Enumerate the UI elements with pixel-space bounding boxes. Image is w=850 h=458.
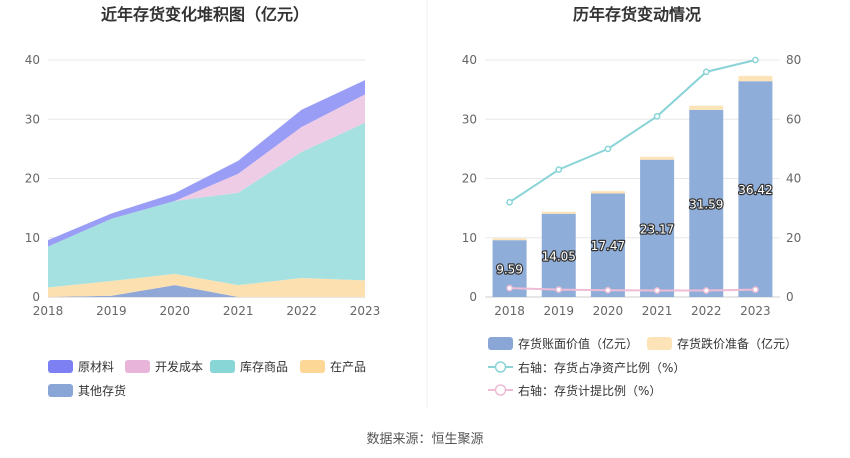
right-y-tick: 0: [469, 290, 477, 304]
left-x-tick: 2023: [350, 304, 381, 318]
right-y-tick-labels: 0 10 20 30 40: [462, 53, 477, 304]
legend-swatch-开发成本: [125, 360, 150, 373]
left-y-tick: 20: [25, 172, 40, 186]
right-y-tick: 10: [462, 231, 477, 245]
area-series-库存商品: [48, 122, 365, 288]
point-inventory-to-net-assets: [653, 112, 661, 120]
bar-book-value: [590, 193, 625, 297]
right-lines: [506, 56, 759, 294]
right-x-tick: 2020: [593, 304, 624, 318]
line-inventory-to-net-assets: [509, 59, 756, 204]
legend-label-provision: 存货跌价准备（亿元）: [677, 336, 797, 351]
legend-swatch-其他存货: [48, 384, 73, 397]
area-series-在产品: [48, 273, 365, 297]
area-series-其他存货: [48, 285, 365, 297]
point-inventory-to-net-assets: [752, 56, 759, 64]
right-y-tick: 40: [462, 53, 477, 67]
point-inventory-to-net-assets: [506, 198, 513, 206]
bar-value-label: 9.59: [496, 263, 523, 277]
point-inventory-to-net-assets: [702, 68, 710, 76]
right-grid: [485, 59, 780, 298]
left-x-tick: 2020: [160, 304, 191, 318]
right-x-tick: 2018: [494, 304, 525, 318]
left-y-tick: 10: [25, 231, 40, 245]
right-chart-title: 历年存货变动情况: [573, 5, 701, 24]
right-y-tick: 20: [462, 172, 477, 186]
legend-label-book-value: 存货账面价值（亿元）: [518, 336, 638, 351]
left-x-tick: 2022: [286, 304, 317, 318]
bar-book-value: [738, 81, 773, 297]
bar-book-value: [640, 159, 675, 297]
right-bar-labels: 9.59 14.05 17.47 23.17 31.59 36.42: [495, 182, 774, 278]
bar-line-chart: 历年存货变动情况 9.59 14.05 17.47 23.17 31.59 36.42 0…: [462, 5, 802, 398]
legend-label-net-assets: 右轴：存货占净资产比例（%）: [518, 360, 685, 375]
line-provision-ratio: [509, 287, 756, 292]
bar-provision: [590, 191, 625, 194]
left-y-tick: 30: [25, 112, 40, 126]
left-areas: [48, 80, 365, 297]
right-y2-tick: 60: [786, 112, 801, 126]
data-source: 数据来源：恒生聚源: [366, 432, 484, 447]
bar-value-label: 36.42: [738, 183, 772, 197]
point-inventory-to-net-assets: [604, 145, 612, 153]
legend-label-库存商品: 库存商品: [240, 359, 288, 374]
right-x-tick: 2023: [740, 304, 771, 318]
point-inventory-to-net-assets: [555, 166, 563, 173]
point-provision-ratio: [653, 287, 661, 294]
bar-value-label: 23.17: [640, 222, 674, 236]
left-y-tick: 0: [32, 290, 40, 304]
legend-marker-net-assets: [494, 361, 507, 373]
bar-provision: [640, 156, 675, 160]
bar-provision: [492, 238, 527, 241]
legend-label-原材料: 原材料: [78, 360, 114, 374]
stacked-area-chart: 近年存货变化堆积图（亿元） 0 10 20 30 40 2018 2019 2020 2021…: [25, 5, 381, 398]
right-y2-tick: 20: [786, 231, 801, 245]
right-bars: [492, 75, 773, 297]
point-provision-ratio: [752, 286, 759, 293]
legend-label-开发成本: 开发成本: [155, 359, 203, 374]
bar-value-label: 31.59: [689, 197, 723, 211]
legend-swatch-在产品: [300, 360, 325, 373]
right-x-tick: 2022: [691, 304, 722, 318]
legend-swatch-book-value: [488, 337, 513, 350]
point-provision-ratio: [506, 284, 513, 292]
legend-swatch-原材料: [48, 360, 73, 373]
area-series-原材料: [48, 80, 365, 247]
right-y2-tick: 40: [786, 172, 801, 186]
left-x-tick: 2019: [96, 304, 127, 318]
left-y-tick: 40: [25, 53, 40, 67]
bar-value-label: 14.05: [542, 249, 576, 263]
right-legend: 存货账面价值（亿元） 存货跌价准备（亿元） 右轴：存货占净资产比例（%） 右轴：存货计…: [488, 336, 797, 398]
point-provision-ratio: [702, 287, 710, 294]
bar-book-value: [541, 213, 576, 297]
legend-label-provision-ratio: 右轴：存货计提比例（%）: [518, 383, 661, 398]
legend-label-其他存货: 其他存货: [78, 383, 126, 398]
point-provision-ratio: [555, 286, 563, 293]
right-y-tick: 30: [462, 112, 477, 126]
bar-provision: [689, 105, 724, 110]
bar-value-label: 17.47: [591, 239, 625, 253]
left-x-tick: 2018: [33, 304, 64, 318]
legend-swatch-provision: [647, 337, 672, 350]
right-x-tick: 2021: [642, 304, 673, 318]
legend-label-在产品: 在产品: [330, 360, 366, 374]
bar-provision: [541, 211, 576, 214]
bar-book-value: [689, 109, 724, 297]
left-x-tick: 2021: [223, 304, 254, 318]
right-x-tick-labels: 2018 2019 2020 2021 2022 2023: [494, 304, 770, 318]
left-chart-title: 近年存货变化堆积图（亿元）: [101, 5, 309, 24]
right-y2-tick: 80: [786, 53, 801, 67]
right-y2-tick: 0: [786, 290, 794, 304]
right-y2-tick-labels: 0 20 40 60 80: [786, 53, 801, 304]
legend-marker-provision-ratio: [494, 384, 507, 396]
legend-swatch-库存商品: [210, 360, 235, 373]
left-x-tick-labels: 2018 2019 2020 2021 2022 2023: [33, 304, 381, 318]
point-provision-ratio: [604, 286, 612, 294]
left-y-tick-labels: 0 10 20 30 40: [25, 53, 40, 304]
right-x-tick: 2019: [543, 304, 574, 318]
bar-provision: [738, 75, 773, 82]
